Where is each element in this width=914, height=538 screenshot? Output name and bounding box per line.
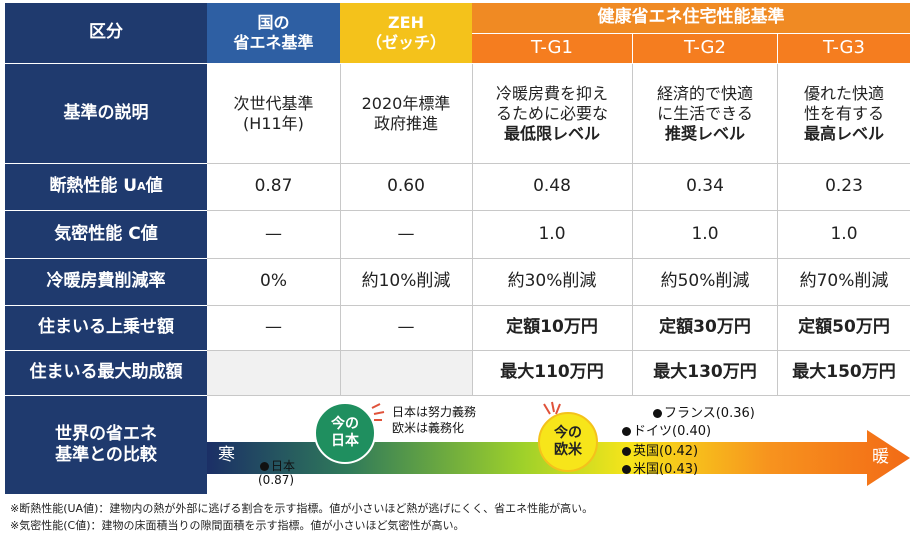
ua-zeh: 0.60 bbox=[387, 176, 425, 197]
desc-zeh-1: 2020年標準 bbox=[361, 93, 451, 113]
desc-kuni-1: 次世代基準 bbox=[233, 93, 314, 113]
west-circle-1: 今の bbox=[554, 425, 582, 442]
desc-tg2-2: に生活できる bbox=[657, 103, 753, 123]
japan-value: (0.87) bbox=[258, 473, 295, 487]
germany-dot bbox=[622, 427, 631, 436]
japan-circle: 今の 日本 bbox=[314, 402, 376, 464]
header-tg1: T-G1 bbox=[472, 34, 632, 63]
c-kuni: — bbox=[265, 223, 282, 244]
row-label-uwanose: 住まいる上乗せ額 bbox=[5, 306, 207, 350]
kuni-line2: 省エネ基準 bbox=[233, 33, 314, 52]
west-sparks bbox=[543, 401, 561, 415]
ua-kuni: 0.87 bbox=[254, 176, 293, 197]
west-circle: 今の 欧米 bbox=[538, 412, 598, 472]
japan-label: 日本 bbox=[271, 459, 296, 473]
footnote-c: ※気密性能(C値)：建物の床面積当りの隙間面積を示す指標。値が小さいほど気密性が… bbox=[10, 519, 465, 532]
desc-tg3-2: 性を有する bbox=[803, 103, 884, 123]
row-label-world: 世界の省エネ 基準との比較 bbox=[5, 396, 207, 494]
uk-dot bbox=[622, 447, 631, 456]
west-circle-2: 欧米 bbox=[554, 442, 582, 458]
desc-tg3-1: 優れた快適 bbox=[803, 83, 884, 103]
japan-circle-1: 今の bbox=[331, 416, 359, 433]
desc-kuni: 次世代基準 (H11年) bbox=[207, 64, 340, 163]
japan-dot bbox=[260, 462, 269, 471]
germany-label: ドイツ(0.40) bbox=[633, 424, 712, 439]
desc-tg2-3: 推奨レベル bbox=[664, 123, 745, 143]
note-line1: 日本は努力義務 bbox=[392, 405, 477, 419]
japan-sparks bbox=[371, 403, 385, 421]
desc-zeh: 2020年標準 政府推進 bbox=[340, 64, 472, 163]
ua-label-sub: A bbox=[137, 180, 146, 194]
desc-tg2-1: 経済的で快適 bbox=[656, 83, 753, 103]
world-line2: 基準との比較 bbox=[55, 445, 157, 465]
desc-tg2: 経済的で快適 に生活できる 推奨レベル bbox=[633, 64, 777, 163]
note-line2: 欧米は義務化 bbox=[392, 421, 465, 435]
desc-tg1: 冷暖房費を抑え るために必要な 最低限レベル bbox=[472, 64, 632, 163]
max-tg1: 最大110万円 bbox=[500, 362, 604, 383]
france-marker: フランス(0.36) bbox=[653, 402, 755, 421]
france-label: フランス(0.36) bbox=[664, 406, 755, 421]
france-dot bbox=[653, 409, 662, 418]
desc-tg3-3: 最高レベル bbox=[803, 123, 884, 143]
desc-kuni-2: (H11年) bbox=[243, 113, 304, 133]
reduction-kuni: 0% bbox=[260, 271, 287, 292]
us-label: 米国(0.43) bbox=[633, 462, 699, 477]
reduction-tg3: 約70%削減 bbox=[799, 271, 889, 292]
us-marker: 米国(0.43) bbox=[622, 458, 698, 477]
desc-tg1-3: 最低限レベル bbox=[503, 123, 600, 143]
germany-marker: ドイツ(0.40) bbox=[622, 420, 711, 439]
zeh-line1: ZEH bbox=[388, 13, 424, 32]
row-label-max: 住まいる最大助成額 bbox=[5, 351, 207, 395]
uk-marker: 英国(0.42) bbox=[622, 440, 698, 459]
desc-tg3: 優れた快適 性を有する 最高レベル bbox=[778, 64, 910, 163]
us-dot bbox=[622, 465, 631, 474]
header-zeh: ZEH （ゼッチ） bbox=[340, 3, 472, 63]
japan-marker: 日本 bbox=[260, 457, 295, 474]
header-tg3: T-G3 bbox=[778, 34, 910, 63]
ua-label: 断熱性能 U bbox=[49, 176, 138, 197]
kuni-line1: 国の bbox=[257, 13, 290, 32]
row-label-reduction: 冷暖房費削減率 bbox=[5, 259, 207, 305]
uwanose-kuni: — bbox=[265, 317, 282, 338]
cold-label: 寒 bbox=[218, 445, 235, 465]
uwanose-zeh: — bbox=[397, 317, 415, 338]
ua-label-suffix: 値 bbox=[145, 176, 163, 197]
uwanose-tg1: 定額10万円 bbox=[506, 317, 598, 338]
uk-label: 英国(0.42) bbox=[633, 444, 699, 459]
world-line1: 世界の省エネ bbox=[55, 423, 157, 444]
c-tg1: 1.0 bbox=[538, 223, 566, 244]
footnote-ua: ※断熱性能(UA値)：建物内の熱が外部に逃げる割合を示す指標。値が小さいほど熱が… bbox=[10, 502, 594, 515]
reduction-tg2: 約50%削減 bbox=[660, 271, 750, 292]
c-tg2: 1.0 bbox=[691, 223, 719, 244]
c-tg3: 1.0 bbox=[830, 223, 858, 244]
c-zeh: — bbox=[397, 223, 415, 244]
reduction-zeh: 約10%削減 bbox=[361, 271, 451, 292]
ua-tg2: 0.34 bbox=[686, 176, 724, 197]
uwanose-tg3: 定額50万円 bbox=[798, 317, 890, 338]
header-kuni: 国の 省エネ基準 bbox=[207, 3, 340, 63]
desc-tg1-2: るために必要な bbox=[495, 103, 608, 123]
row-label-c: 気密性能 C値 bbox=[5, 211, 207, 258]
reduction-tg1: 約30%削減 bbox=[507, 271, 597, 292]
desc-zeh-2: 政府推進 bbox=[373, 113, 438, 133]
uwanose-tg2: 定額30万円 bbox=[659, 317, 751, 338]
row-label-desc: 基準の説明 bbox=[5, 64, 207, 163]
max-zeh bbox=[340, 351, 472, 395]
header-kubun: 区分 bbox=[5, 3, 207, 63]
header-kenko: 健康省エネ住宅性能基準 bbox=[472, 3, 910, 33]
max-tg3: 最大150万円 bbox=[792, 362, 896, 383]
desc-tg1-1: 冷暖房費を抑え bbox=[495, 83, 608, 103]
max-tg2: 最大130万円 bbox=[653, 362, 757, 383]
japan-circle-2: 日本 bbox=[331, 433, 359, 449]
ua-tg3: 0.23 bbox=[825, 176, 863, 197]
max-kuni bbox=[207, 351, 340, 395]
ua-tg1: 0.48 bbox=[533, 176, 571, 197]
header-tg2: T-G2 bbox=[633, 34, 777, 63]
zeh-line2: （ゼッチ） bbox=[365, 33, 446, 52]
warm-label: 暖 bbox=[872, 447, 889, 467]
